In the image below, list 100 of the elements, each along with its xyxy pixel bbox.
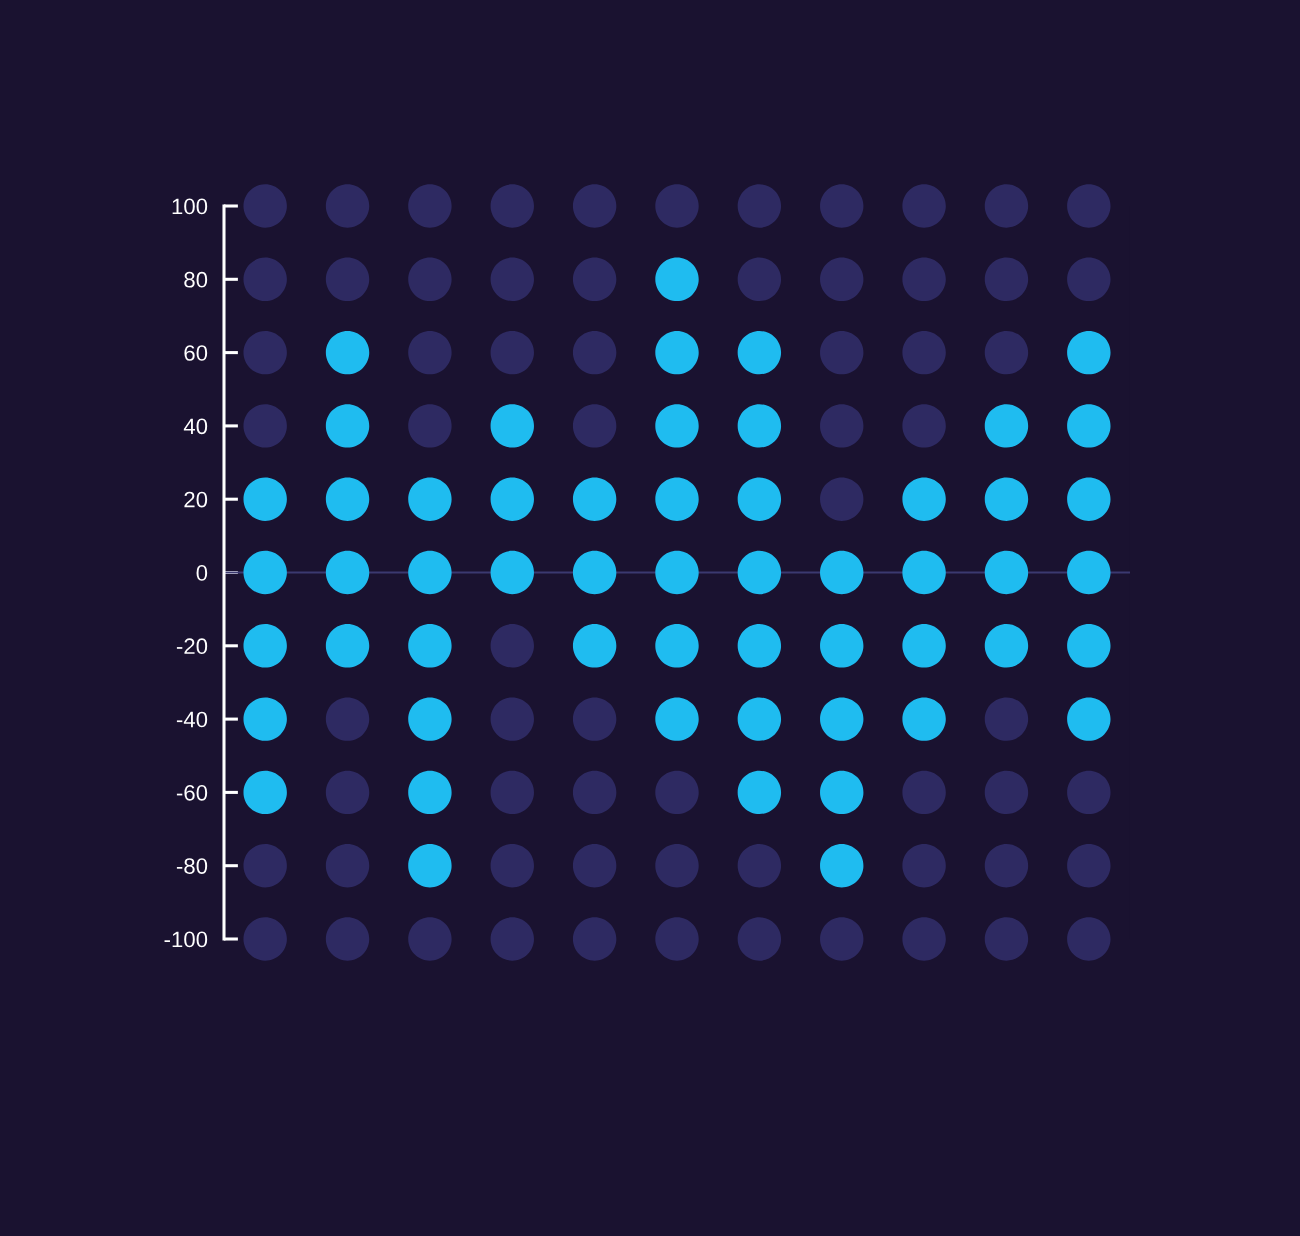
point: [984, 184, 1029, 228]
point: [655, 624, 699, 668]
point: [325, 184, 370, 228]
point: [902, 330, 946, 375]
point: [984, 257, 1029, 301]
point: [490, 917, 534, 961]
point: [984, 477, 1029, 521]
point: [820, 624, 864, 668]
point: [820, 257, 864, 301]
point: [820, 404, 864, 448]
point: [737, 917, 782, 961]
point: [490, 477, 534, 521]
point: [572, 477, 617, 521]
point: [572, 624, 617, 668]
point: [737, 770, 782, 815]
point: [243, 404, 287, 448]
point: [243, 550, 287, 595]
point: [737, 624, 782, 668]
point: [408, 184, 452, 228]
point: [737, 477, 782, 521]
point: [737, 697, 782, 741]
point: [984, 844, 1029, 888]
point: [408, 330, 452, 375]
point: [820, 697, 864, 741]
point: [408, 550, 452, 595]
point: [243, 330, 287, 375]
point: [408, 697, 452, 741]
point: [655, 844, 699, 888]
point: [1067, 184, 1111, 228]
point: [737, 550, 782, 595]
point: [655, 330, 699, 375]
point: [737, 330, 782, 375]
point: [572, 550, 617, 595]
point: [572, 770, 617, 815]
y-tick-label: -100: [164, 931, 208, 948]
point: [490, 844, 534, 888]
point: [325, 917, 370, 961]
point: [408, 404, 452, 448]
point: [1067, 257, 1111, 301]
point: [902, 697, 946, 741]
point: [984, 624, 1029, 668]
point: [572, 257, 617, 301]
point: [902, 550, 946, 595]
point: [1067, 770, 1111, 815]
point: [902, 404, 946, 448]
y-tick-label: -80: [176, 858, 208, 874]
point: [655, 917, 699, 961]
point: [1067, 624, 1111, 668]
point: [572, 330, 617, 375]
point: [490, 404, 534, 448]
point: [655, 550, 699, 595]
point: [902, 184, 946, 228]
point: [408, 624, 452, 668]
point: [572, 184, 617, 228]
point: [1067, 844, 1111, 888]
point: [243, 697, 287, 741]
point: [984, 770, 1029, 815]
point: [243, 257, 287, 301]
point: [243, 770, 287, 815]
y-tick-label: 40: [183, 418, 208, 435]
point: [325, 257, 370, 301]
point: [408, 844, 452, 888]
point: [655, 697, 699, 741]
y-tick-label: 60: [184, 345, 208, 361]
point: [902, 917, 946, 961]
y-tick-label: 80: [184, 271, 208, 288]
point: [902, 844, 946, 888]
point: [490, 257, 534, 301]
point: [655, 257, 699, 301]
point: [243, 184, 287, 228]
point: [1067, 917, 1111, 961]
point: [243, 844, 287, 888]
point: [325, 844, 370, 888]
point: [737, 404, 782, 448]
point: [325, 624, 370, 668]
point: [408, 257, 452, 301]
point: [820, 184, 864, 228]
point: [820, 477, 864, 521]
point: [572, 917, 617, 961]
point: [902, 770, 946, 815]
point: [820, 917, 864, 961]
point: [820, 550, 864, 595]
point: [737, 257, 782, 301]
point: [1067, 697, 1111, 741]
point: [655, 477, 699, 521]
y-tick-label: 20: [184, 491, 208, 508]
point: [1067, 477, 1111, 521]
point: [902, 624, 946, 668]
point: [984, 550, 1029, 595]
point: [490, 184, 534, 228]
point: [820, 330, 864, 375]
point: [572, 404, 617, 448]
point: [984, 404, 1029, 448]
point: [243, 624, 287, 668]
point: [325, 330, 370, 375]
y-tick-label: 0: [196, 565, 208, 581]
point: [655, 404, 699, 448]
point: [490, 550, 534, 595]
point: [820, 844, 864, 888]
y-tick-label: -60: [176, 784, 208, 801]
